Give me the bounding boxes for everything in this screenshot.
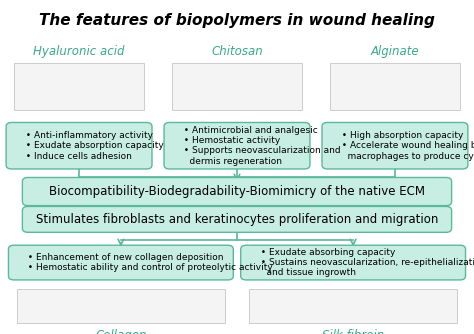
FancyBboxPatch shape <box>17 289 225 323</box>
Text: Chitosan: Chitosan <box>211 44 263 57</box>
Text: • Anti-inflammatory activity
  • Exudate absorption capacity
  • Induce cells ad: • Anti-inflammatory activity • Exudate a… <box>20 131 164 161</box>
FancyBboxPatch shape <box>22 177 452 206</box>
FancyBboxPatch shape <box>22 206 452 232</box>
FancyBboxPatch shape <box>249 289 457 323</box>
Text: Hyaluronic acid: Hyaluronic acid <box>33 44 125 57</box>
Text: • Enhancement of new collagen deposition
  • Hemostatic ability and control of p: • Enhancement of new collagen deposition… <box>22 253 273 272</box>
FancyBboxPatch shape <box>164 123 310 169</box>
Text: • High absorption capacity
  • Accelerate wound healing by activating
    macrop: • High absorption capacity • Accelerate … <box>336 131 474 161</box>
Text: The features of biopolymers in wound healing: The features of biopolymers in wound hea… <box>39 13 435 28</box>
FancyBboxPatch shape <box>173 63 301 110</box>
FancyBboxPatch shape <box>241 245 465 280</box>
FancyBboxPatch shape <box>9 245 233 280</box>
Text: • Antimicrobial and analgesic
  • Hemostatic activity
  • Supports neovasculariz: • Antimicrobial and analgesic • Hemostat… <box>178 126 341 166</box>
Text: Collagen: Collagen <box>95 329 146 334</box>
Text: Biocompatibility-Biodegradability-Biomimicry of the native ECM: Biocompatibility-Biodegradability-Biomim… <box>49 185 425 198</box>
FancyBboxPatch shape <box>322 123 468 169</box>
Text: Stimulates fibroblasts and keratinocytes proliferation and migration: Stimulates fibroblasts and keratinocytes… <box>36 213 438 226</box>
FancyBboxPatch shape <box>6 123 152 169</box>
Text: Alginate: Alginate <box>371 44 419 57</box>
Text: Silk fibroin: Silk fibroin <box>322 329 384 334</box>
FancyBboxPatch shape <box>330 63 459 110</box>
FancyBboxPatch shape <box>15 63 144 110</box>
Text: • Exudate absorbing capacity
  • Sustains neovascularization, re-epithelializati: • Exudate absorbing capacity • Sustains … <box>255 248 474 278</box>
